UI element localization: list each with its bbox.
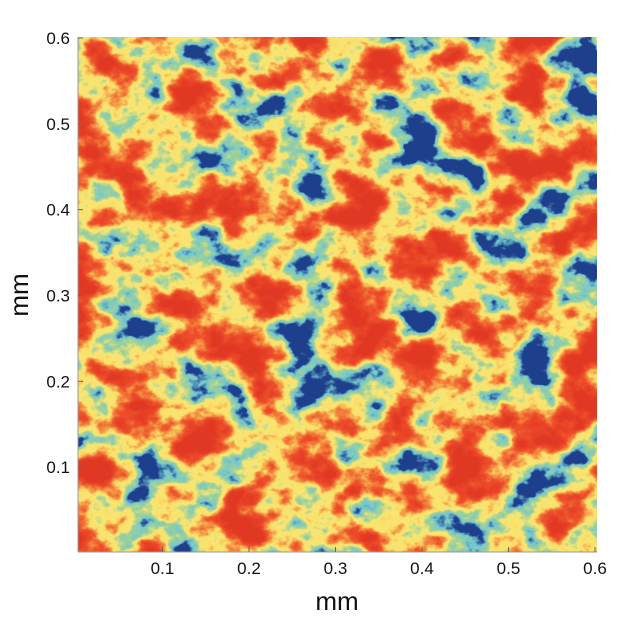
x-tick-label: 0.5 (497, 559, 521, 578)
y-tick-label: 0.3 (46, 287, 70, 306)
y-tick-label: 0.1 (46, 458, 70, 477)
x-tick-label: 0.1 (151, 559, 175, 578)
y-tick-label: 0.5 (46, 115, 70, 134)
y-tick-label: 0.2 (46, 372, 70, 391)
x-tick-label: 0.4 (410, 559, 434, 578)
x-tick-label: 0.3 (324, 559, 348, 578)
x-axis-label: mm (315, 586, 358, 616)
y-axis-label: mm (4, 273, 34, 316)
y-tick-label: 0.4 (46, 201, 70, 220)
x-tick-label: 0.6 (583, 559, 607, 578)
y-tick-label: 0.6 (46, 29, 70, 48)
heatmap-image (78, 37, 597, 552)
x-tick-label: 0.2 (237, 559, 261, 578)
